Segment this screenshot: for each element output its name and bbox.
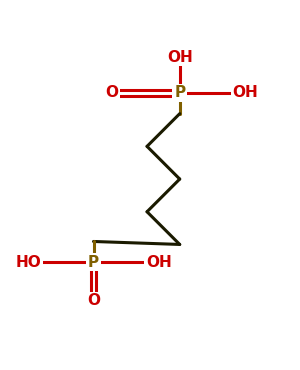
Text: O: O — [87, 293, 100, 309]
Text: P: P — [88, 255, 99, 270]
Text: P: P — [174, 85, 185, 100]
Text: OH: OH — [232, 85, 258, 100]
Text: HO: HO — [15, 255, 41, 270]
Text: OH: OH — [167, 50, 193, 65]
Text: OH: OH — [146, 255, 172, 270]
Text: O: O — [105, 85, 118, 100]
